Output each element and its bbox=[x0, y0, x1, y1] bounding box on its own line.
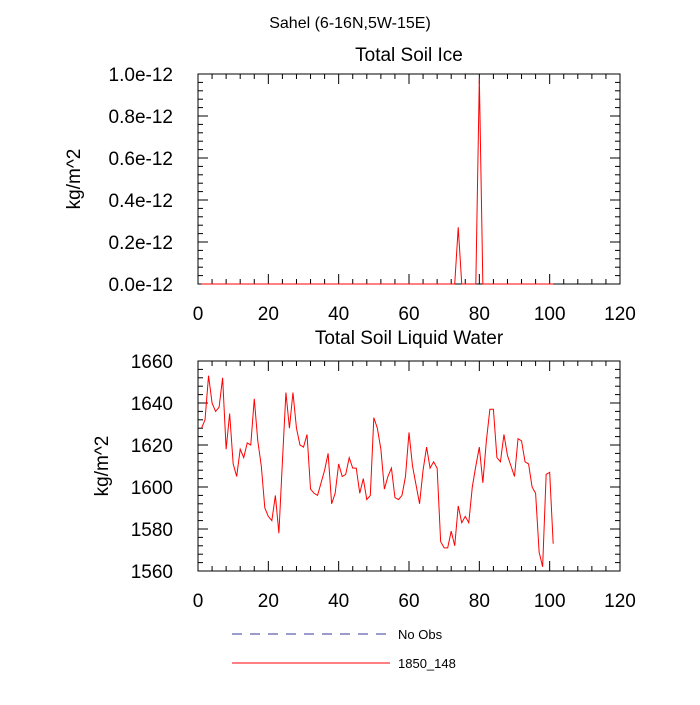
y-tick-label: 1620 bbox=[131, 436, 173, 457]
x-tick-label: 60 bbox=[398, 304, 419, 325]
x-tick-label: 40 bbox=[328, 304, 349, 325]
y-tick-label: 1.0e-12 bbox=[109, 65, 173, 86]
y-tick-label: 0.8e-12 bbox=[109, 107, 173, 128]
y-tick-label: 1580 bbox=[131, 520, 173, 541]
legend: No Obs 1850_148 bbox=[232, 627, 456, 671]
x-tick-label: 100 bbox=[534, 591, 566, 612]
y-axis-label: kg/m^2 bbox=[64, 149, 85, 210]
x-tick-label: 20 bbox=[258, 591, 279, 612]
figure-suptitle: Sahel (6-16N,5W-15E) bbox=[269, 15, 431, 32]
y-tick-label: 1660 bbox=[131, 352, 173, 373]
x-tick-label: 20 bbox=[258, 304, 279, 325]
x-tick-label: 80 bbox=[469, 304, 490, 325]
y-tick-label: 0.0e-12 bbox=[109, 275, 173, 296]
x-tick-label: 60 bbox=[398, 591, 419, 612]
legend-label-1850-148: 1850_148 bbox=[398, 656, 456, 671]
y-axis-label: kg/m^2 bbox=[92, 436, 113, 497]
y-tick-label: 1640 bbox=[131, 394, 173, 415]
legend-label-no-obs: No Obs bbox=[398, 627, 443, 642]
y-tick-label: 1560 bbox=[131, 562, 173, 583]
y-tick-label: 0.6e-12 bbox=[109, 149, 173, 170]
x-tick-label: 40 bbox=[328, 591, 349, 612]
plot-total-soil-ice: Total Soil Ice kg/m^2 0 20 40 60 80 100 120 0.0e-… bbox=[64, 45, 636, 325]
x-tick-label: 80 bbox=[469, 591, 490, 612]
x-tick-label: 120 bbox=[604, 591, 636, 612]
y-tick-label: 1600 bbox=[131, 478, 173, 499]
series-line-1850_148 bbox=[201, 375, 554, 567]
chart-title: Total Soil Ice bbox=[355, 45, 463, 66]
y-tick-label: 0.4e-12 bbox=[109, 191, 173, 212]
series-line-1850_148 bbox=[201, 78, 554, 285]
x-tick-label: 0 bbox=[193, 591, 204, 612]
plot-frame bbox=[197, 73, 621, 285]
plot-total-soil-liquid-water: Total Soil Liquid Water kg/m^2 0 20 40 60 80 10… bbox=[92, 328, 636, 612]
y-tick-label: 0.2e-12 bbox=[109, 233, 173, 254]
x-tick-label: 120 bbox=[604, 304, 636, 325]
chart-title: Total Soil Liquid Water bbox=[315, 328, 504, 349]
x-tick-label: 100 bbox=[534, 304, 566, 325]
x-tick-label: 0 bbox=[193, 304, 204, 325]
